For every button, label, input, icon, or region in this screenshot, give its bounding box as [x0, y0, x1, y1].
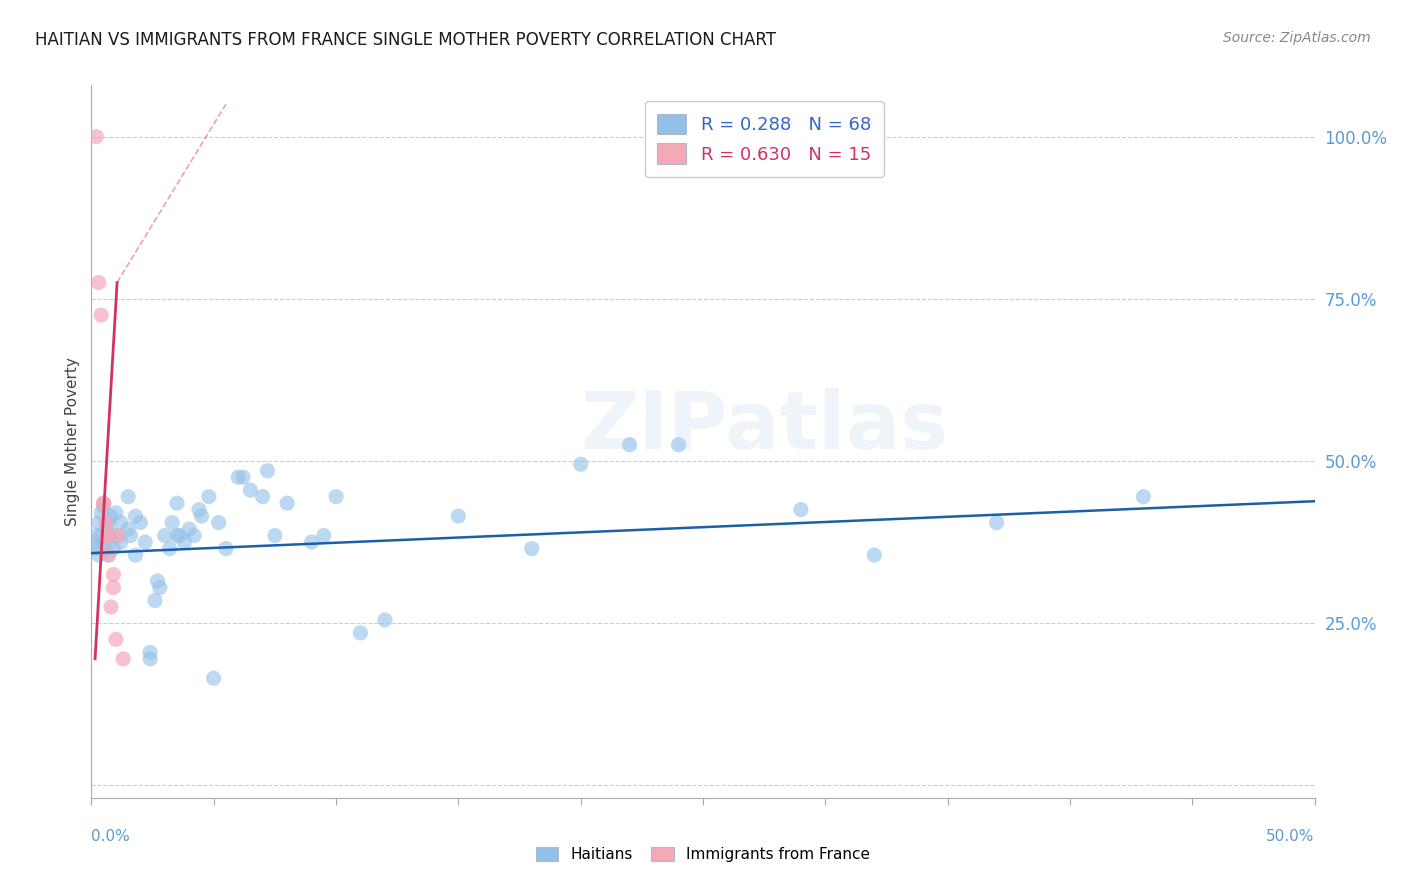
Point [790, 502, 813, 516]
Point [166, 496, 188, 510]
Point [104, 506, 127, 520]
Point [232, 470, 254, 484]
Point [104, 528, 127, 542]
Point [325, 490, 347, 504]
Point [104, 632, 127, 647]
Point [619, 438, 641, 452]
Point [93, 496, 115, 510]
Point [447, 509, 470, 524]
Point [863, 548, 886, 562]
Point [520, 541, 543, 556]
Point [100, 528, 122, 542]
Point [87, 516, 110, 530]
Point [569, 457, 592, 471]
Point [100, 599, 122, 614]
Point [139, 652, 162, 666]
Point [198, 490, 221, 504]
Point [94, 522, 117, 536]
Point [97, 548, 120, 562]
Point [94, 516, 117, 530]
Point [87, 276, 110, 290]
Point [252, 490, 274, 504]
Legend: Haitians, Immigrants from France: Haitians, Immigrants from France [530, 841, 876, 868]
Point [239, 483, 262, 498]
Point [986, 516, 1008, 530]
Point [112, 652, 135, 666]
Point [301, 535, 323, 549]
Point [90, 506, 112, 520]
Text: 0.0%: 0.0% [91, 830, 131, 844]
Point [120, 528, 142, 542]
Point [90, 308, 112, 322]
Point [93, 500, 115, 514]
Point [94, 528, 117, 542]
Point [124, 548, 146, 562]
Point [179, 522, 201, 536]
Point [188, 502, 211, 516]
Point [276, 496, 298, 510]
Point [84, 541, 107, 556]
Point [169, 528, 191, 542]
Point [166, 528, 188, 542]
Point [117, 522, 139, 536]
Point [1132, 490, 1154, 504]
Point [146, 574, 169, 588]
Point [97, 548, 120, 562]
Point [100, 509, 122, 524]
Point [202, 671, 225, 685]
Point [143, 593, 166, 607]
Point [215, 541, 238, 556]
Point [160, 516, 183, 530]
Point [84, 129, 107, 144]
Point [159, 541, 181, 556]
Point [149, 581, 172, 595]
Point [153, 528, 176, 542]
Point [83, 535, 105, 549]
Point [90, 528, 112, 542]
Point [97, 516, 120, 530]
Point [374, 613, 396, 627]
Point [190, 509, 212, 524]
Text: HAITIAN VS IMMIGRANTS FROM FRANCE SINGLE MOTHER POVERTY CORRELATION CHART: HAITIAN VS IMMIGRANTS FROM FRANCE SINGLE… [35, 31, 776, 49]
Point [103, 581, 125, 595]
Point [183, 528, 205, 542]
Point [668, 438, 690, 452]
Point [124, 509, 146, 524]
Point [107, 528, 129, 542]
Y-axis label: Single Mother Poverty: Single Mother Poverty [65, 357, 80, 526]
Point [117, 490, 139, 504]
Point [97, 528, 120, 542]
Point [129, 516, 152, 530]
Point [93, 496, 115, 510]
Point [226, 470, 249, 484]
Point [94, 541, 117, 556]
Point [256, 464, 278, 478]
Point [349, 626, 371, 640]
Legend: R = 0.288   N = 68, R = 0.630   N = 15: R = 0.288 N = 68, R = 0.630 N = 15 [645, 101, 883, 177]
Text: Source: ZipAtlas.com: Source: ZipAtlas.com [1223, 31, 1371, 45]
Point [103, 567, 125, 582]
Text: ZIPatlas: ZIPatlas [581, 388, 948, 467]
Point [173, 535, 195, 549]
Point [87, 548, 110, 562]
Point [84, 528, 107, 542]
Point [110, 535, 132, 549]
Point [134, 535, 156, 549]
Point [139, 645, 162, 659]
Point [103, 541, 125, 556]
Point [110, 516, 132, 530]
Text: 50.0%: 50.0% [1267, 830, 1315, 844]
Point [264, 528, 287, 542]
Point [93, 535, 115, 549]
Point [312, 528, 335, 542]
Point [207, 516, 229, 530]
